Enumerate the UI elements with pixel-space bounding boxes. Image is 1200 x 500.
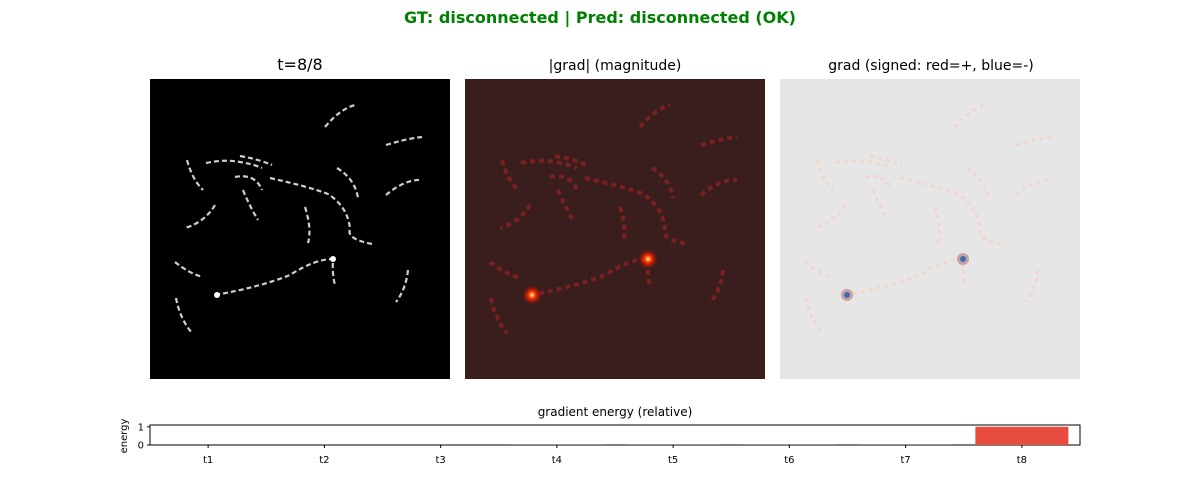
signed-gradient-stroke [815, 159, 835, 192]
image-background [150, 79, 450, 379]
signed-gradient-stroke [814, 204, 847, 230]
gradient-stroke [618, 206, 627, 244]
signed-gradient-stroke [804, 297, 824, 334]
x-tick-label: t4 [552, 455, 562, 466]
filament-stroke [205, 159, 263, 170]
bright-spot [214, 292, 220, 298]
filament-stroke [395, 269, 410, 303]
x-tick-label: t1 [203, 455, 213, 466]
filament-stroke [184, 204, 216, 230]
x-tick-label: t7 [900, 455, 910, 466]
gradient-stroke [488, 260, 519, 279]
gradient-stroke [499, 203, 532, 230]
filament-stroke [174, 297, 193, 334]
filament-stroke [324, 103, 356, 128]
filament-stroke [269, 176, 373, 246]
x-tick-label: t5 [668, 455, 678, 466]
plot-area [149, 424, 1081, 446]
gradient-stroke [554, 154, 588, 167]
gradient-stroke [709, 269, 725, 304]
x-tick-label: t3 [435, 455, 445, 466]
gradient-stroke [650, 166, 675, 199]
gradient-stroke [489, 297, 509, 335]
signed-gradient-stroke [871, 189, 890, 221]
x-tick-label: t8 [1017, 455, 1027, 466]
bright-spot [330, 256, 336, 262]
gradient-stroke [638, 103, 671, 129]
bar-t4 [510, 444, 604, 445]
gradient-hotspot [638, 249, 658, 269]
panel-title-signed: grad (signed: red=+, blue=-) [828, 58, 1034, 74]
signed-gradient-stroke [1024, 269, 1040, 303]
gradient-stroke [700, 135, 738, 147]
signed-gradient-stroke [864, 174, 894, 191]
filament-stroke [239, 154, 273, 167]
filament-stroke [214, 257, 337, 297]
bar-t7 [859, 444, 953, 445]
y-axis-label: energy [119, 418, 130, 453]
figure-suptitle: GT: disconnected | Pred: disconnected (O… [404, 8, 796, 27]
gradient-stroke [584, 176, 688, 246]
filament-stroke [241, 189, 259, 221]
gradient-stroke [699, 177, 738, 197]
gradient-stroke [500, 159, 520, 192]
panel-title-input: t=8/8 [277, 55, 323, 74]
signed-gradient-stroke [966, 166, 990, 199]
signed-gradient-stroke [933, 206, 941, 244]
signed-gradient-stroke [1015, 178, 1053, 197]
gradient-stroke [520, 158, 578, 170]
signed-gradient-stroke [835, 159, 893, 170]
y-tick-label: 1 [138, 422, 144, 433]
input-image-panel [150, 79, 450, 379]
filament-stroke [303, 206, 311, 244]
heatmap-background [780, 79, 1080, 379]
filament-stroke [336, 167, 360, 199]
bar-t8 [975, 426, 1069, 445]
filament-stroke [385, 135, 423, 147]
signed-gradient-stroke [899, 176, 1003, 246]
bar-t6 [742, 444, 836, 445]
signed-gradient-stroke [869, 154, 903, 167]
gradient-stroke [529, 256, 652, 297]
signed-gradient-stroke [844, 257, 967, 297]
grad-magnitude-panel [465, 79, 765, 379]
gradient-stroke [556, 189, 575, 222]
gradient-stroke [549, 174, 579, 191]
grad-signed-panel [780, 79, 1080, 379]
x-tick-label: t6 [784, 455, 794, 466]
filament-stroke [185, 159, 204, 191]
signed-hotspot-core [960, 256, 966, 262]
chart-title: gradient energy (relative) [538, 405, 693, 419]
panel-title-magnitude: |grad| (magnitude) [548, 58, 682, 74]
signed-gradient-stroke [804, 260, 834, 279]
x-tick-label: t2 [319, 455, 329, 466]
filament-stroke [234, 175, 264, 191]
signed-hotspot-core [844, 292, 850, 298]
filament-stroke [174, 261, 204, 279]
bar-t5 [626, 444, 720, 445]
y-tick-label: 0 [138, 441, 144, 452]
signed-gradient-stroke [953, 103, 986, 128]
filament-stroke [385, 178, 423, 196]
signed-gradient-stroke [1015, 135, 1053, 147]
heatmap-background [465, 79, 765, 379]
gradient-hotspot [522, 285, 542, 305]
